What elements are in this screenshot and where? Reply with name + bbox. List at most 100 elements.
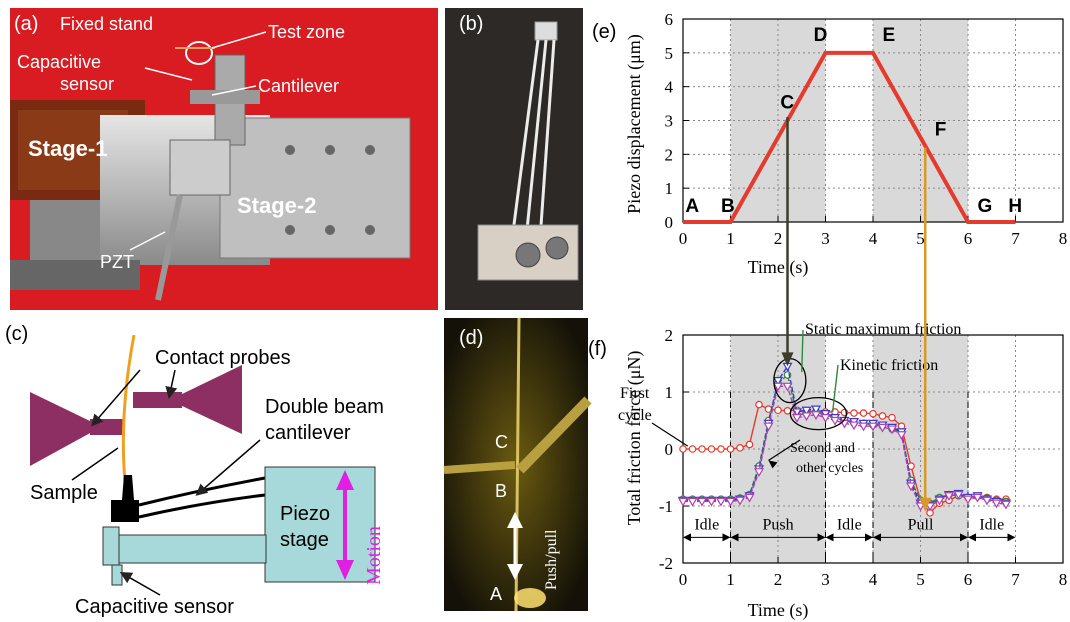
data-point bbox=[962, 495, 974, 505]
plot-background bbox=[683, 19, 1063, 222]
sample-label: Sample bbox=[30, 482, 98, 504]
left-probe bbox=[30, 392, 92, 466]
data-point bbox=[696, 497, 708, 507]
chart-e-xlabel: Time (s) bbox=[748, 257, 809, 278]
x-tick-label: 8 bbox=[1059, 570, 1068, 589]
x-tick-label: 0 bbox=[679, 570, 688, 589]
phase-arrow-head bbox=[873, 533, 881, 542]
first-cycle-label-2: cycle bbox=[618, 407, 652, 424]
data-point bbox=[725, 497, 736, 507]
phase-label: Push bbox=[762, 516, 793, 533]
x-tick-label: 2 bbox=[774, 229, 783, 248]
piezo-label-2: stage bbox=[280, 529, 329, 551]
pzt-label: PZT bbox=[100, 252, 134, 272]
x-tick-label: 3 bbox=[821, 570, 830, 589]
point-label: B bbox=[721, 196, 735, 217]
data-point bbox=[888, 413, 896, 422]
phase-arrow-head bbox=[722, 533, 731, 542]
data-point bbox=[869, 409, 877, 418]
data-point bbox=[943, 492, 955, 501]
panel-d-label: (d) bbox=[459, 327, 483, 349]
capacitive-sensor-label-1: Capacitive bbox=[17, 52, 101, 72]
phase-label: Pull bbox=[908, 516, 934, 533]
right-probe bbox=[180, 365, 242, 434]
x-tick-label: 4 bbox=[869, 570, 878, 589]
kinetic-pointer bbox=[831, 364, 839, 413]
x-tick-label: 5 bbox=[916, 229, 925, 248]
data-point bbox=[820, 414, 831, 423]
x-tick-label: 3 bbox=[821, 229, 830, 248]
data-point bbox=[698, 445, 706, 453]
data-point bbox=[991, 499, 1002, 509]
x-tick-label: 4 bbox=[869, 229, 878, 248]
data-point bbox=[677, 497, 689, 507]
data-point bbox=[763, 422, 774, 432]
y-tick-label: 2 bbox=[665, 326, 674, 345]
panel-b: (b) bbox=[445, 8, 583, 310]
data-point bbox=[859, 409, 868, 417]
data-point bbox=[745, 440, 754, 449]
data-point bbox=[877, 423, 888, 433]
x-tick-label: 1 bbox=[726, 229, 735, 248]
stage2-label: Stage-2 bbox=[237, 193, 316, 218]
phase-label: Idle bbox=[837, 516, 862, 533]
data-point bbox=[972, 493, 983, 503]
data-point bbox=[791, 414, 803, 423]
y-tick-label: 5 bbox=[665, 44, 674, 63]
data-point bbox=[687, 497, 698, 507]
second-cycles-arrowhead bbox=[768, 460, 778, 469]
chart-f: (f) Total friction force (μN) Time (s) F… bbox=[588, 321, 1067, 621]
data-point bbox=[953, 491, 964, 500]
upper-probe bbox=[516, 396, 592, 474]
data-point bbox=[774, 406, 782, 415]
lower-probe bbox=[443, 461, 516, 474]
point-label: G bbox=[978, 196, 993, 217]
fixed-stand-label: Fixed stand bbox=[60, 14, 153, 34]
data-point bbox=[886, 425, 898, 435]
x-tick-label: 7 bbox=[1011, 229, 1020, 248]
phase-arrow-head bbox=[730, 533, 739, 542]
data-point bbox=[934, 496, 945, 506]
phase-arrow-head bbox=[825, 533, 834, 542]
data-point bbox=[896, 431, 907, 440]
x-tick-label: 6 bbox=[964, 570, 973, 589]
data-point bbox=[905, 482, 917, 492]
data-point bbox=[783, 407, 792, 415]
piezo-label-1: Piezo bbox=[280, 503, 330, 525]
sensor-head bbox=[111, 500, 139, 522]
data-point bbox=[715, 497, 727, 507]
x-tick-label: 2 bbox=[774, 570, 783, 589]
data-point bbox=[829, 416, 841, 426]
x-tick-label: 7 bbox=[1011, 570, 1020, 589]
static-max-pointer bbox=[801, 329, 804, 373]
chart-f-xlabel: Time (s) bbox=[748, 600, 809, 621]
data-point bbox=[801, 406, 812, 416]
phase-arrow-head bbox=[960, 533, 968, 542]
phase-arrow-head bbox=[968, 533, 976, 542]
y-tick-label: 6 bbox=[665, 10, 674, 29]
panel-c: (c) Motion Contact probes Double beam ca… bbox=[5, 323, 385, 618]
arrow-c-head bbox=[781, 352, 794, 367]
data-point bbox=[981, 496, 993, 506]
data-point bbox=[878, 412, 887, 420]
kinetic-label: Kinetic friction bbox=[840, 357, 938, 374]
y-tick-label: 1 bbox=[665, 179, 674, 198]
panel-c-label: (c) bbox=[5, 323, 28, 345]
second-cycles-label-1: Second and bbox=[790, 441, 855, 456]
point-a-label: A bbox=[490, 584, 502, 604]
first-cycle-pointer bbox=[651, 422, 689, 447]
data-point bbox=[744, 493, 755, 503]
phase-arrow-head bbox=[865, 533, 873, 542]
cross-arrows bbox=[781, 117, 932, 512]
panel-b-label: (b) bbox=[459, 13, 483, 35]
kinetic-ellipse bbox=[789, 397, 848, 431]
data-point bbox=[717, 445, 725, 453]
point-label: E bbox=[883, 25, 896, 46]
y-tick-label: 1 bbox=[665, 383, 674, 402]
x-tick-label: 5 bbox=[916, 570, 925, 589]
point-label: C bbox=[780, 93, 794, 114]
y-tick-label: 0 bbox=[665, 213, 674, 232]
y-tick-label: -1 bbox=[659, 497, 673, 516]
x-tick-label: 6 bbox=[964, 229, 973, 248]
chart-f-ylabel: Total friction force (μN) bbox=[624, 351, 645, 526]
